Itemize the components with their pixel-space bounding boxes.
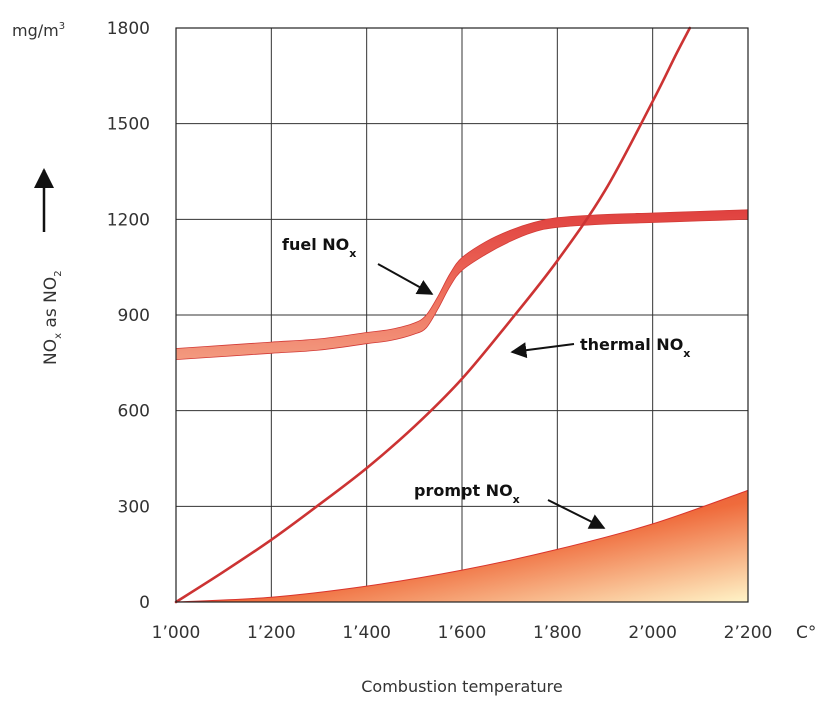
x-axis-title: Combustion temperature bbox=[361, 677, 562, 696]
annotation-fuel-label: fuel NOx bbox=[282, 235, 356, 260]
annotation-thermal-arrow-icon bbox=[510, 342, 575, 359]
annotation-prompt-label: prompt NOx bbox=[414, 481, 520, 506]
x-tick-label: 2’200 bbox=[724, 623, 773, 643]
annotation-thermal-label: thermal NOx bbox=[580, 335, 690, 360]
series-layer bbox=[174, 26, 749, 604]
y-unit-label: mg/m3 bbox=[12, 21, 65, 40]
annotation-thermal: thermal NOx bbox=[510, 335, 690, 360]
y-tick-label: 900 bbox=[118, 306, 150, 326]
grid bbox=[175, 27, 749, 603]
y-axis-title: NOx as NO2 bbox=[34, 168, 64, 365]
y-tick-label: 1800 bbox=[107, 19, 150, 39]
y-tick-label: 300 bbox=[118, 497, 150, 517]
x-tick-label: 1’400 bbox=[342, 623, 391, 643]
x-tick-label: 2’000 bbox=[628, 623, 677, 643]
thermal-nox-line bbox=[174, 26, 692, 604]
x-tick-label: 1’600 bbox=[438, 623, 487, 643]
y-tick-label: 0 bbox=[139, 593, 150, 613]
y-unit-sup: 3 bbox=[59, 21, 65, 32]
plot-border bbox=[175, 27, 749, 603]
y-axis-label: NOx as NO2 bbox=[41, 270, 64, 365]
y-tick-label: 600 bbox=[118, 402, 150, 422]
annotation-prompt-arrow-icon bbox=[547, 499, 606, 529]
y-tick-label: 1200 bbox=[107, 210, 150, 230]
y-unit-text: mg/m bbox=[12, 21, 59, 40]
plot-frame bbox=[175, 27, 749, 603]
y-tick-label: 1500 bbox=[107, 115, 150, 135]
x-tick-label: 1’000 bbox=[152, 623, 201, 643]
annotation-fuel-arrow-icon bbox=[377, 263, 434, 295]
x-tick-label: 1’200 bbox=[247, 623, 296, 643]
x-tick-label: 1’800 bbox=[533, 623, 582, 643]
annotation-prompt: prompt NOx bbox=[414, 481, 606, 529]
tick-labels: 1’000 1’200 1’400 1’600 1’800 2’000 2’200 0 300 6… bbox=[107, 19, 773, 643]
prompt-nox-area bbox=[175, 489, 749, 603]
x-unit-label: C° bbox=[796, 623, 816, 643]
annotation-fuel: fuel NOx bbox=[282, 235, 434, 295]
